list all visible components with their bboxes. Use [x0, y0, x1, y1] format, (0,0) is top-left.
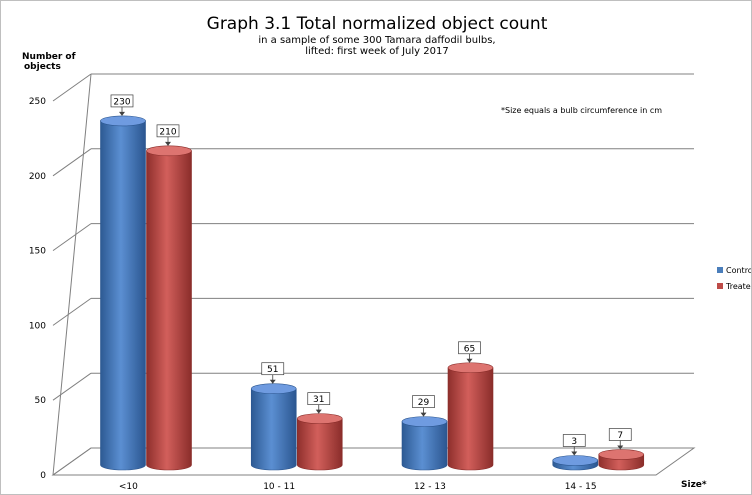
legend-swatch-control: [717, 267, 723, 273]
bar-top: [250, 383, 297, 395]
chart-subtitle-line-2: lifted: first week of July 2017: [305, 46, 448, 57]
legend: Control Treated: [717, 266, 751, 291]
data-label-text: 230: [113, 97, 130, 107]
bar-body: [296, 418, 343, 471]
legend-label-treated: Treated: [725, 282, 751, 291]
y-axis-label-line-2: objects: [24, 62, 61, 72]
bar-top: [447, 362, 494, 374]
bar-top: [401, 416, 448, 427]
bar-control-3: [552, 455, 599, 471]
bar-treated-3: [598, 449, 645, 471]
data-label-treated-2: 65: [458, 341, 481, 363]
x-axis-label: Size*: [681, 480, 707, 490]
data-label-arrow: [165, 141, 171, 146]
gridline-side-100: [52, 297, 92, 326]
bar-treated-2: [447, 362, 494, 471]
x-tick-label: 14 - 15: [565, 482, 597, 492]
data-label-treated-1: 31: [307, 392, 331, 414]
data-label-arrow: [420, 412, 427, 417]
chart-subtitle-line-1: in a sample of some 300 Tamara daffodil …: [258, 35, 495, 46]
x-tick-label: 12 - 13: [414, 482, 446, 492]
y-tick-label: 200: [29, 172, 46, 182]
x-tick-label: 10 - 11: [263, 482, 295, 492]
category-label-layer: <10 10 - 11 12 - 13 14 - 15: [119, 482, 597, 492]
bar-control-2: [401, 416, 448, 471]
data-label-control-1: 51: [261, 362, 285, 384]
data-label-text: 29: [418, 398, 430, 408]
data-label-control-3: 3: [562, 434, 586, 456]
chart-title: Graph 3.1 Total normalized object count: [207, 14, 548, 34]
y-tick-label: 150: [29, 247, 46, 257]
bar-layer: [100, 115, 645, 471]
bar-body: [250, 388, 297, 471]
y-tick-label: 100: [29, 321, 46, 331]
grid-layer: [51, 73, 696, 476]
y-axis-line: [52, 73, 92, 476]
data-label-control-2: 29: [412, 395, 435, 417]
data-label-text: 7: [617, 431, 623, 441]
bar-control-0: [100, 115, 146, 471]
x-tick-label: <10: [119, 482, 138, 492]
data-label-text: 31: [313, 395, 324, 405]
data-label-arrow: [571, 451, 578, 456]
gridline-side-150: [52, 223, 92, 252]
bar-treated-0: [146, 145, 192, 471]
data-label-control-0: 230: [110, 94, 134, 116]
data-label-arrow: [315, 409, 322, 414]
gridline-side-200: [52, 148, 92, 177]
legend-swatch-treated: [717, 283, 723, 289]
data-label-treated-3: 7: [608, 428, 632, 450]
bar-body: [447, 367, 494, 471]
data-label-arrow: [617, 445, 624, 450]
bar-top: [146, 145, 192, 157]
bar-top: [100, 115, 146, 127]
bar-top: [598, 449, 645, 460]
gridline-side-0: [52, 447, 92, 476]
y-tick-label: 250: [29, 97, 46, 107]
data-label-arrow: [269, 379, 276, 384]
y-tick-label: 0: [40, 471, 46, 481]
bar-control-1: [250, 383, 297, 471]
data-label-text: 51: [267, 365, 278, 375]
y-tick-label: 50: [35, 396, 47, 406]
data-label-text: 3: [571, 437, 577, 447]
gridline-side-250: [52, 73, 92, 102]
bar-top: [296, 413, 343, 424]
bar-body: [146, 150, 192, 471]
legend-label-control: Control: [726, 266, 751, 275]
size-footnote: *Size equals a bulb circumference in cm: [501, 106, 662, 115]
data-label-text: 210: [159, 127, 176, 137]
bar-top: [552, 455, 599, 466]
data-label-arrow: [466, 358, 473, 363]
bar-body: [401, 421, 448, 471]
y-tick-layer: 0 50 100 150 200 250: [29, 97, 46, 481]
bar-body: [100, 120, 146, 471]
bar-treated-1: [296, 413, 343, 471]
gridline-side-50: [52, 372, 92, 401]
data-label-text: 65: [464, 344, 475, 354]
data-label-treated-0: 210: [156, 124, 180, 146]
data-label-arrow: [119, 111, 125, 116]
data-label-layer: 230 210 51 31 29 65 3 7: [110, 94, 632, 456]
y-axis-label-line-1: Number of: [22, 52, 76, 62]
